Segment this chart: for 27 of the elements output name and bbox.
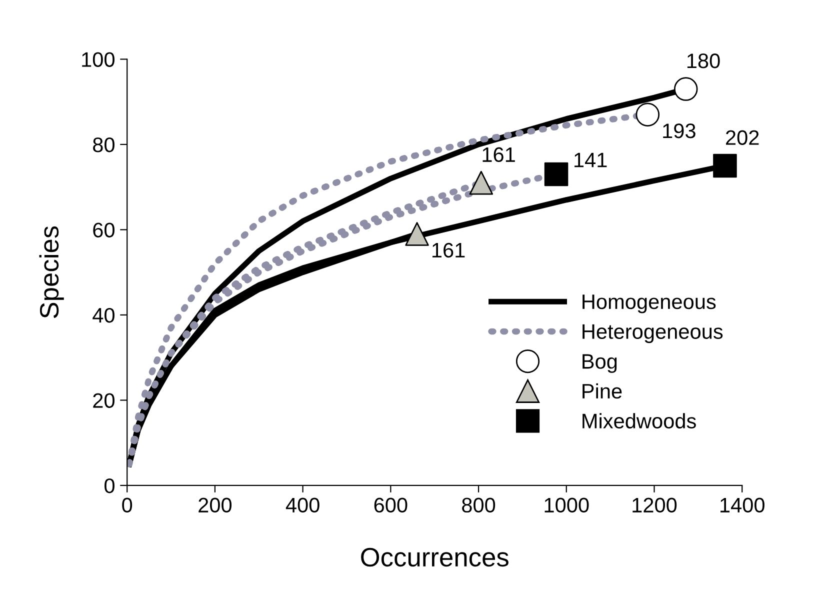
y-axis-title: Species [39,226,64,318]
annotation: 161 [432,242,465,258]
annotation: 202 [726,130,759,145]
y-tick-label: 0 [104,478,114,494]
y-tick-label: 100 [82,52,114,67]
x-tick-label: 200 [198,498,232,513]
annotation: 161 [482,147,515,162]
annotation: 141 [574,152,607,168]
x-tick-label: 0 [122,498,132,513]
x-tick-label: 800 [462,498,496,513]
y-tick-label: 80 [93,137,114,152]
legend-label: Mixedwoods [582,413,696,428]
x-tick-label: 1000 [544,498,589,513]
y-tick-label: 20 [93,393,114,408]
x-axis-title: Occurrences [361,548,508,567]
x-tick-label: 400 [286,498,320,513]
x-tick-label: 600 [374,498,408,513]
y-tick-label: 40 [92,308,114,323]
annotation: 193 [663,123,696,138]
annotation: 180 [687,54,720,68]
legend-label: Bog [582,354,617,373]
x-tick-label: 1200 [632,498,677,513]
x-tick-label: 1400 [720,498,764,513]
legend-label: Pine [582,383,622,399]
y-tick-label: 60 [93,222,114,238]
legend-label: Homogeneous [582,294,716,314]
legend-label: Heterogeneous [582,324,723,344]
